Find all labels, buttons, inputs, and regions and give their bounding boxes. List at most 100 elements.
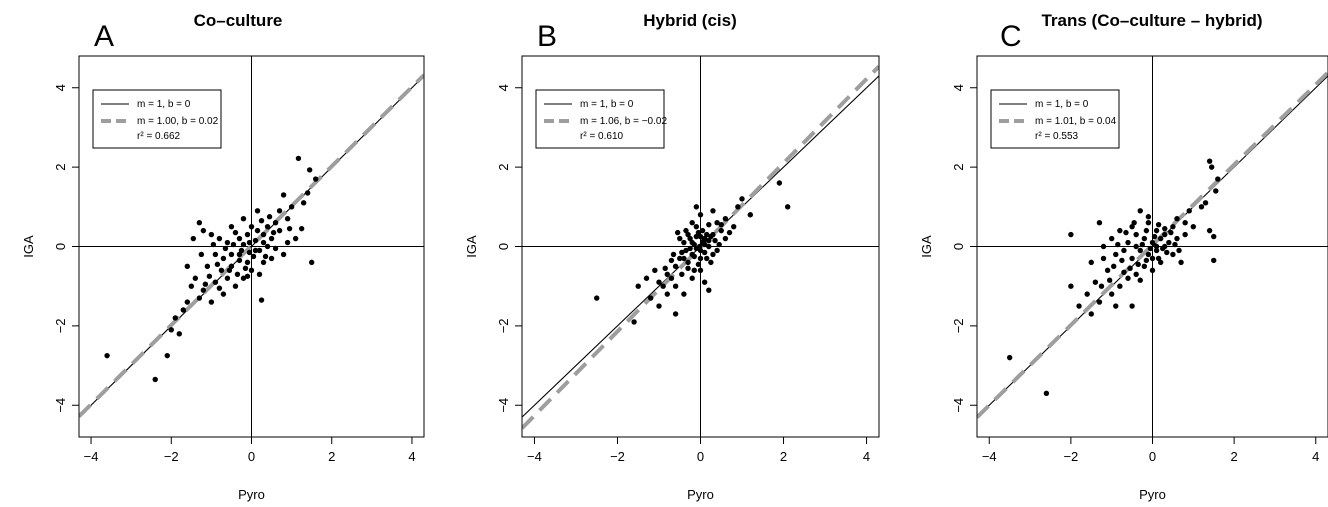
data-point [1141, 263, 1148, 270]
data-point [190, 235, 197, 242]
data-point [228, 251, 235, 258]
data-point [701, 249, 708, 256]
data-point [252, 237, 259, 244]
y-tick-label: −4 [496, 398, 511, 413]
data-point [268, 235, 275, 242]
data-point [1170, 251, 1176, 258]
data-point [1168, 229, 1174, 236]
data-point [701, 279, 708, 285]
data-point [248, 267, 255, 274]
x-tick-label: 4 [1312, 449, 1319, 464]
data-point [232, 229, 239, 236]
data-point [264, 223, 271, 230]
data-point [1170, 223, 1176, 230]
data-point [236, 235, 243, 242]
data-point [691, 253, 697, 260]
x-tick-label: 4 [863, 449, 870, 464]
data-point [244, 273, 251, 279]
data-point [1076, 303, 1082, 309]
data-point [726, 229, 733, 236]
panel-a: A Co–culture −4 −2 0 2 4 −4 −2 0 2 4 Pyro IGA m = 1, b… [21, 11, 425, 502]
data-point [270, 229, 277, 236]
data-point [1145, 219, 1152, 226]
data-point [1137, 247, 1143, 254]
data-point [1176, 247, 1182, 254]
data-point [1153, 227, 1160, 234]
data-point [687, 245, 693, 252]
data-point [230, 241, 237, 248]
y-tick-label: −2 [53, 318, 68, 333]
data-point [196, 219, 203, 226]
data-point [258, 218, 265, 224]
data-point [222, 245, 229, 252]
legend-label-fit: m = 1.00, b = 0.02 [137, 116, 219, 127]
data-point [218, 267, 225, 274]
x-tick-label: −2 [610, 449, 625, 464]
legend-label-r2: r² = 0.610 [580, 131, 624, 142]
y-tick-label: 0 [496, 243, 511, 250]
data-point [300, 200, 307, 206]
data-point [1129, 303, 1135, 309]
data-point [242, 265, 249, 272]
data-point [210, 241, 217, 248]
data-point [198, 251, 205, 258]
data-point [164, 352, 170, 359]
x-tick-label: −4 [982, 449, 997, 464]
data-point [706, 237, 712, 244]
data-point [208, 231, 215, 238]
data-point [180, 307, 187, 313]
data-point [1215, 176, 1221, 182]
data-point [710, 208, 716, 214]
data-point [681, 239, 687, 246]
data-point [1178, 259, 1184, 266]
legend-box [990, 89, 1120, 149]
y-tick-label: 2 [53, 164, 68, 171]
data-point [188, 283, 195, 289]
data-point [1149, 239, 1156, 246]
data-point [1172, 241, 1178, 248]
data-point [668, 275, 675, 281]
data-point [196, 295, 203, 301]
fit-line [977, 71, 1328, 419]
data-point [280, 192, 287, 198]
data-point [264, 243, 271, 250]
data-point [683, 247, 689, 254]
y-tick-label: 2 [951, 164, 966, 171]
y-axis-label: IGA [21, 235, 36, 258]
data-point [1139, 241, 1145, 248]
data-point [1166, 239, 1172, 246]
data-point [1113, 303, 1119, 309]
data-point [1151, 233, 1158, 240]
data-point [668, 257, 675, 264]
data-point [1153, 243, 1160, 250]
data-point [594, 295, 600, 301]
data-point [184, 299, 191, 305]
data-point [256, 271, 263, 277]
x-tick-label: 2 [780, 449, 787, 464]
data-point [276, 208, 283, 214]
panel-title: Trans (Co–culture – hybrid) [1041, 11, 1262, 30]
panel-letter: A [94, 20, 114, 53]
data-point [689, 239, 695, 246]
data-point [250, 253, 257, 260]
x-tick-label: −4 [527, 449, 542, 464]
data-point [1129, 223, 1135, 230]
data-point [1096, 219, 1103, 226]
data-point [695, 261, 702, 268]
data-point [216, 285, 223, 291]
y-tick-label: −4 [53, 398, 68, 413]
data-point [1202, 200, 1209, 206]
data-point [1108, 291, 1115, 297]
data-point [238, 247, 245, 254]
data-point [1043, 390, 1050, 397]
data-point [716, 241, 722, 248]
data-point [1182, 231, 1188, 238]
data-point [706, 243, 712, 250]
data-point [244, 231, 251, 238]
data-point [708, 233, 714, 240]
data-point [718, 221, 724, 228]
data-point [693, 223, 700, 230]
data-point [1106, 277, 1113, 283]
data-point [1098, 283, 1105, 289]
x-tick-label: 0 [1149, 449, 1156, 464]
